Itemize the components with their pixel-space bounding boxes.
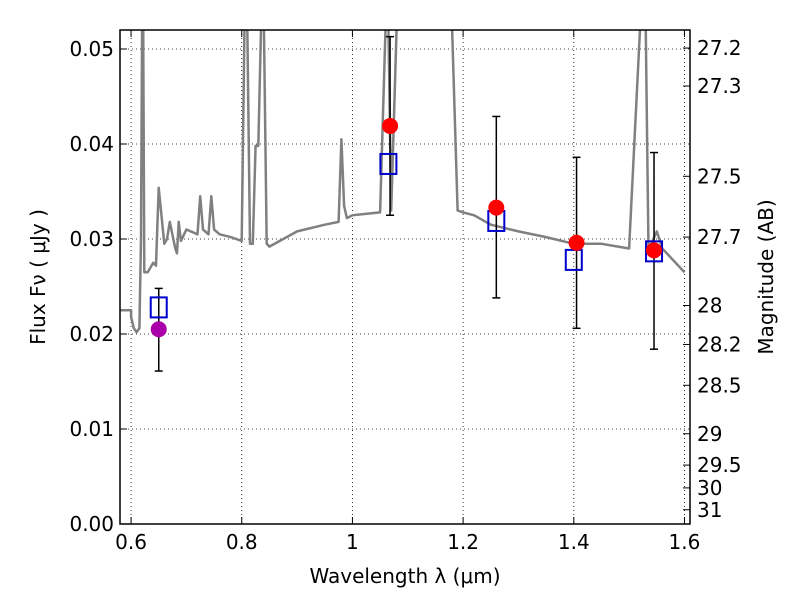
observed-photometry-markers <box>150 117 663 338</box>
right-tick-label: 31 <box>697 498 722 522</box>
x-axis-ticks: 0.6 0.8 1 1.2 1.4 1.6 <box>115 30 700 554</box>
y-axis-label: Flux Fν ( μJy ) <box>26 209 50 345</box>
right-tick-label: 28.2 <box>697 332 742 356</box>
right-tick-label: 29.5 <box>697 453 742 477</box>
x-tick-label: 0.6 <box>115 530 147 554</box>
y-tick-label: 0.02 <box>69 322 114 346</box>
right-tick-label: 29 <box>697 422 722 446</box>
x-tick-label: 0.8 <box>226 530 258 554</box>
right-tick-label: 27.2 <box>697 36 742 60</box>
model-photometry-square <box>645 240 664 263</box>
observed-photometry-point <box>568 234 585 251</box>
right-tick-label: 27.5 <box>697 164 742 188</box>
x-tick-label: 1.4 <box>558 530 590 554</box>
observed-photometry-point <box>488 199 505 216</box>
right-axis-label: Magnitude (AB) <box>754 199 778 354</box>
x-axis-label: Wavelength λ (μm) <box>309 564 500 588</box>
x-tick-label: 1.2 <box>447 530 479 554</box>
model-photometry-square <box>379 152 398 175</box>
right-tick-label: 28.5 <box>697 373 742 397</box>
model-spectrum-line <box>120 30 686 334</box>
right-tick-label: 30 <box>697 476 722 500</box>
model-photometry-square <box>149 296 168 319</box>
y-tick-label: 0.01 <box>69 417 114 441</box>
y-tick-label: 0.04 <box>69 132 114 156</box>
observed-photometry-point <box>646 242 663 259</box>
right-tick-label: 28 <box>697 294 722 318</box>
x-tick-label: 1.6 <box>669 530 701 554</box>
error-bars <box>154 35 659 372</box>
plot-frame <box>119 29 691 525</box>
observed-photometry-point <box>382 117 399 134</box>
y-tick-label: 0.05 <box>69 37 114 61</box>
y-tick-label: 0.00 <box>69 512 114 536</box>
observed-photometry-point <box>150 321 167 338</box>
x-tick-label: 1 <box>346 530 359 554</box>
plot-content <box>120 30 686 372</box>
y-axis-ticks: 0.00 0.01 0.02 0.03 0.04 0.05 <box>69 37 127 536</box>
right-tick-label: 27.3 <box>697 74 742 98</box>
right-tick-label: 27.7 <box>697 225 742 249</box>
y-tick-label: 0.03 <box>69 227 114 251</box>
grid <box>120 30 690 525</box>
